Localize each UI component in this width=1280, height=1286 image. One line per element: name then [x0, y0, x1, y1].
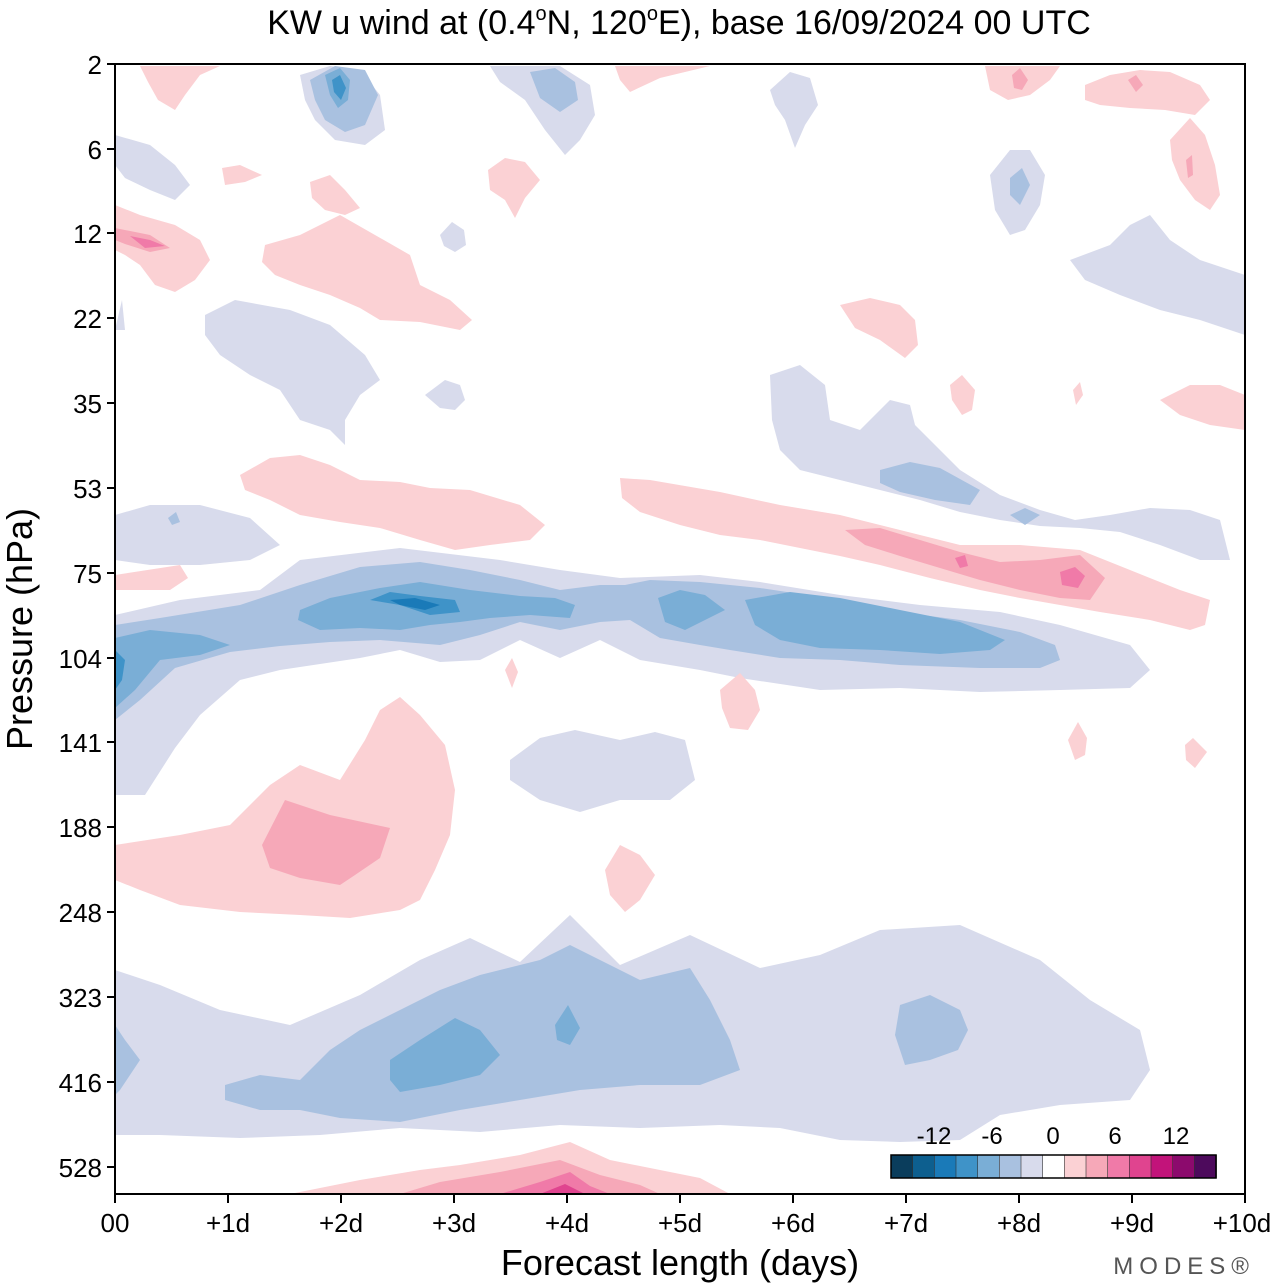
- chart-title: KW u wind at (0.4oN, 120oE), base 16/09/…: [267, 3, 1091, 42]
- colorbar-frame: [890, 1154, 1217, 1179]
- colorbar-cell: [1064, 1154, 1087, 1179]
- colorbar-cell: [1172, 1154, 1196, 1179]
- x-tick-label: +4d: [545, 1208, 589, 1238]
- y-tick-label: 22: [73, 304, 102, 334]
- y-tick-label: 75: [73, 559, 102, 589]
- x-tick-label: +8d: [997, 1208, 1041, 1238]
- y-tick-label: 528: [59, 1153, 102, 1183]
- colorbar: -12 -6 0 6 12: [890, 1123, 1217, 1179]
- colorbar-cell: [1150, 1154, 1174, 1179]
- x-tick-label: +10d: [1213, 1208, 1272, 1238]
- x-tick-label: +3d: [432, 1208, 476, 1238]
- colorbar-cell: [977, 1154, 1001, 1179]
- y-tick-label: 104: [59, 644, 102, 674]
- y-tick-label: 416: [59, 1068, 102, 1098]
- x-tick-label: +1d: [206, 1208, 250, 1238]
- y-tick-label: 35: [73, 389, 102, 419]
- y-axis-label: Pressure (hPa): [0, 508, 40, 750]
- x-axis-label: Forecast length (days): [501, 1242, 859, 1283]
- colorbar-cell: [955, 1154, 979, 1179]
- contour-field: [115, 66, 1245, 1194]
- colorbar-cell: [934, 1154, 957, 1179]
- x-tick-label: +9d: [1110, 1208, 1154, 1238]
- y-axis: 2 6 12 22 35 53 75 104 141 188 248 323 4…: [59, 50, 115, 1183]
- x-tick-label: +7d: [884, 1208, 928, 1238]
- x-tick-label: +5d: [658, 1208, 702, 1238]
- x-tick-label: +6d: [771, 1208, 815, 1238]
- contour-negative-level-5: [390, 598, 440, 610]
- y-tick-label: 248: [59, 898, 102, 928]
- modes-logo: MODES®: [1113, 1253, 1255, 1280]
- colorbar-cell: [1194, 1154, 1217, 1179]
- colorbar-cell: [1129, 1154, 1152, 1179]
- colorbar-label: -6: [981, 1123, 1002, 1150]
- colorbar-cell: [890, 1154, 914, 1179]
- colorbar-label: 12: [1163, 1123, 1190, 1150]
- y-tick-label: 12: [73, 219, 102, 249]
- colorbar-label: 0: [1046, 1123, 1059, 1150]
- colorbar-cell: [912, 1154, 936, 1179]
- y-tick-label: 323: [59, 983, 102, 1013]
- contour-positive-level-4: [540, 1184, 585, 1194]
- colorbar-label: -12: [917, 1123, 952, 1150]
- x-axis: 00 +1d +2d +3d +4d +5d +6d +7d +8d +9d +…: [101, 1194, 1272, 1238]
- x-tick-label: 00: [101, 1208, 130, 1238]
- y-tick-label: 2: [88, 50, 102, 80]
- colorbar-cell: [1107, 1154, 1131, 1179]
- colorbar-label: 6: [1108, 1123, 1121, 1150]
- colorbar-cell: [1042, 1154, 1066, 1179]
- y-tick-label: 6: [88, 135, 102, 165]
- y-tick-label: 141: [59, 728, 102, 758]
- colorbar-cell: [999, 1154, 1022, 1179]
- colorbar-cell: [1020, 1154, 1044, 1179]
- colorbar-cell: [1085, 1154, 1109, 1179]
- y-tick-label: 188: [59, 813, 102, 843]
- x-tick-label: +2d: [319, 1208, 363, 1238]
- contour-positive-level-3: [130, 236, 1085, 1194]
- y-tick-label: 53: [73, 474, 102, 504]
